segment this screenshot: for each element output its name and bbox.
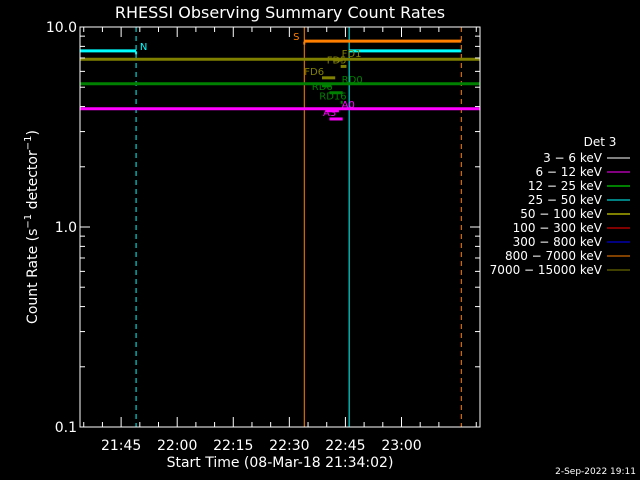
- legend-label: 3 − 6 keV: [543, 151, 603, 165]
- legend-label: 300 − 800 keV: [513, 235, 603, 249]
- flag-label: A0: [342, 100, 355, 111]
- legend-label: 25 − 50 keV: [528, 193, 603, 207]
- legend-label: 6 − 12 keV: [535, 165, 602, 179]
- y-axis-label-end: ): [25, 130, 41, 135]
- y-axis-label-sup2: −1: [23, 136, 34, 151]
- x-tick-label: 22:00: [157, 438, 197, 454]
- x-tick-label: 22:45: [325, 438, 365, 454]
- x-tick-label: 22:15: [213, 438, 253, 454]
- flag-label: FD6: [304, 67, 324, 78]
- chart-title: RHESSI Observing Summary Count Rates: [115, 3, 445, 22]
- flag-label: S: [293, 32, 299, 43]
- flag-label: FD5: [327, 55, 347, 66]
- x-tick-label: 23:00: [381, 438, 421, 454]
- flag-label: N: [140, 42, 147, 53]
- x-axis-label: Start Time (08-Mar-18 21:34:02): [167, 455, 394, 471]
- legend-label: 100 − 300 keV: [513, 221, 603, 235]
- flag-label: RD6: [312, 82, 333, 93]
- x-tick-label: 21:45: [101, 438, 141, 454]
- legend-label: 7000 − 15000 keV: [490, 263, 603, 277]
- y-tick-label: 0.1: [55, 420, 77, 436]
- flag-label: A3: [323, 108, 336, 119]
- legend-title: Det 3: [584, 135, 617, 149]
- footer-timestamp: 2-Sep-2022 19:11: [555, 467, 636, 477]
- y-axis-label-mid: detector: [25, 150, 41, 214]
- flag-label: RD16: [319, 91, 346, 102]
- y-tick-label: 10.0: [46, 20, 77, 36]
- legend-label: 50 − 100 keV: [520, 207, 603, 221]
- flag-label: RD0: [342, 75, 363, 86]
- y-axis-label-sup1: −1: [23, 214, 34, 229]
- y-axis-label-main: Count Rate (s: [25, 229, 41, 324]
- legend-label: 800 − 7000 keV: [505, 249, 603, 263]
- y-tick-label: 1.0: [55, 220, 77, 236]
- y-axis-label: Count Rate (s−1 detector−1): [23, 130, 41, 324]
- plot-frame: [79, 26, 481, 428]
- x-tick-label: 22:30: [269, 438, 309, 454]
- legend-label: 12 − 25 keV: [528, 179, 603, 193]
- flag-label: FD1: [342, 49, 362, 60]
